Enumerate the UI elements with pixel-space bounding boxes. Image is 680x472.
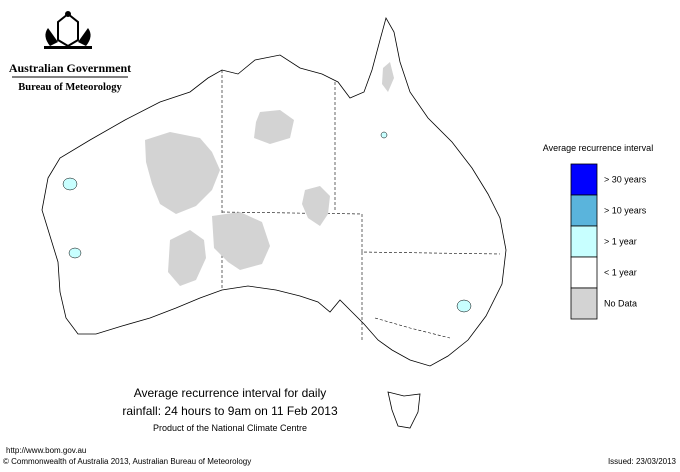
issued-date: Issued: 23/03/2013 bbox=[608, 457, 677, 466]
state-borders bbox=[221, 70, 501, 340]
website-url: http://www.bom.gov.au bbox=[6, 446, 86, 455]
legend-label: < 1 year bbox=[604, 268, 637, 278]
copyright: © Commonwealth of Australia 2013, Austra… bbox=[3, 457, 251, 466]
map-title-line1: Average recurrence interval for daily bbox=[134, 386, 327, 400]
legend-swatch bbox=[570, 256, 598, 289]
australia-outline bbox=[41, 16, 507, 367]
product-note: Product of the National Climate Centre bbox=[153, 423, 307, 433]
legend: > 30 years > 10 years > 1 year < 1 year No D… bbox=[570, 163, 647, 320]
map-title-line2: rainfall: 24 hours to 9am on 11 Feb 2013 bbox=[122, 404, 338, 418]
legend-title: Average recurrence interval bbox=[543, 143, 653, 153]
recurrence-regions bbox=[62, 131, 472, 313]
government-name: Australian Government bbox=[9, 61, 131, 75]
legend-swatch bbox=[570, 194, 598, 227]
legend-label: No Data bbox=[604, 299, 637, 309]
legend-swatch bbox=[570, 287, 598, 320]
tasmania bbox=[387, 391, 421, 429]
legend-swatch bbox=[570, 225, 598, 258]
legend-label: > 30 years bbox=[604, 175, 647, 185]
legend-label: > 10 years bbox=[604, 206, 647, 216]
no-data-regions bbox=[145, 62, 394, 286]
bureau-name: Bureau of Meteorology bbox=[18, 82, 122, 93]
crest bbox=[44, 11, 92, 49]
legend-label: > 1 year bbox=[604, 237, 637, 247]
legend-swatch bbox=[570, 163, 598, 196]
